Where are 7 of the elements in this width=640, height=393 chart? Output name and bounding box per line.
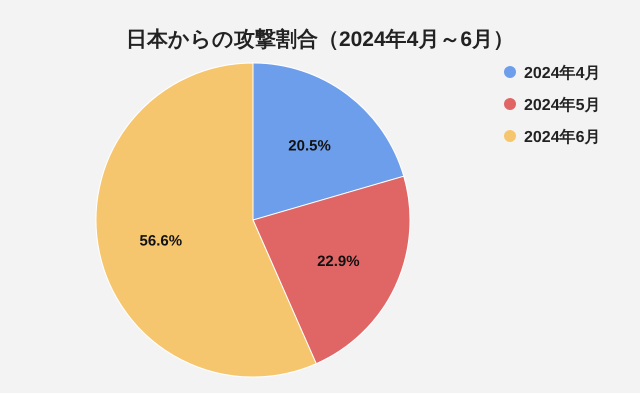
legend-label: 2024年6月 [524, 128, 600, 146]
legend-label: 2024年4月 [524, 64, 600, 82]
data-label: 22.9% [317, 252, 360, 270]
data-label: 56.6% [140, 232, 182, 250]
data-label: 20.5% [288, 138, 331, 155]
legend-label: 2024年5月 [524, 96, 600, 114]
chart-title: 日本からの攻撃割合（2024年4月～6月） [126, 27, 514, 51]
